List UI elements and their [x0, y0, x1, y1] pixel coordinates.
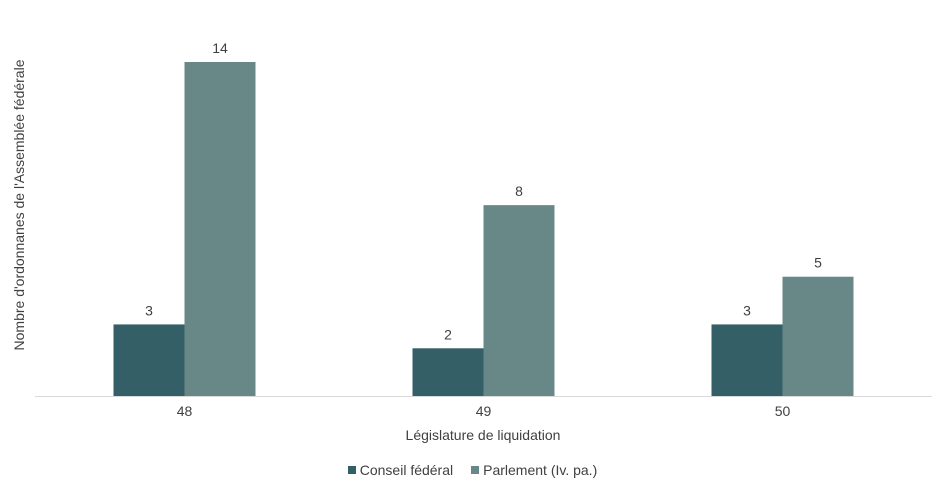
bar-parlement-iv-pa-49 — [483, 205, 555, 396]
x-tick-label-48: 48 — [177, 403, 193, 419]
data-label-parlement-iv-pa-49: 8 — [515, 183, 523, 199]
legend-label-parlement: Parlement (Iv. pa.) — [483, 462, 598, 478]
legend-item-parlement: Parlement (Iv. pa.) — [471, 462, 597, 478]
data-label-conseil-federal-48: 3 — [145, 302, 153, 318]
y-axis-title: Nombre d'ordonnanes de l'Assemblée fédér… — [11, 59, 27, 350]
legend-item-conseil-federal: Conseil fédéral — [347, 462, 454, 478]
data-labels-layer: 3 14 2 8 3 5 — [145, 40, 822, 342]
x-tick-label-49: 49 — [476, 403, 492, 419]
bar-conseil-federal-49 — [412, 348, 484, 396]
data-label-parlement-iv-pa-50: 5 — [814, 255, 822, 271]
legend: Conseil fédéral Parlement (Iv. pa.) — [0, 458, 945, 482]
x-tick-label-50: 50 — [775, 403, 791, 419]
data-label-conseil-federal-50: 3 — [743, 302, 751, 318]
bar-conseil-federal-48 — [113, 324, 185, 396]
bar-parlement-iv-pa-50 — [782, 276, 854, 396]
x-axis-title: Législature de liquidation — [406, 427, 561, 443]
bar-conseil-federal-50 — [711, 324, 783, 396]
legend-swatch-conseil-federal — [347, 466, 356, 474]
x-tick-labels: 48 49 50 — [177, 403, 791, 419]
legend-swatch-parlement — [471, 466, 480, 474]
bars-layer — [113, 62, 854, 396]
bar-parlement-iv-pa-48 — [184, 62, 256, 396]
data-label-conseil-federal-49: 2 — [444, 326, 452, 342]
legend-label-conseil-federal: Conseil fédéral — [359, 462, 454, 478]
data-label-parlement-iv-pa-48: 14 — [212, 40, 228, 56]
